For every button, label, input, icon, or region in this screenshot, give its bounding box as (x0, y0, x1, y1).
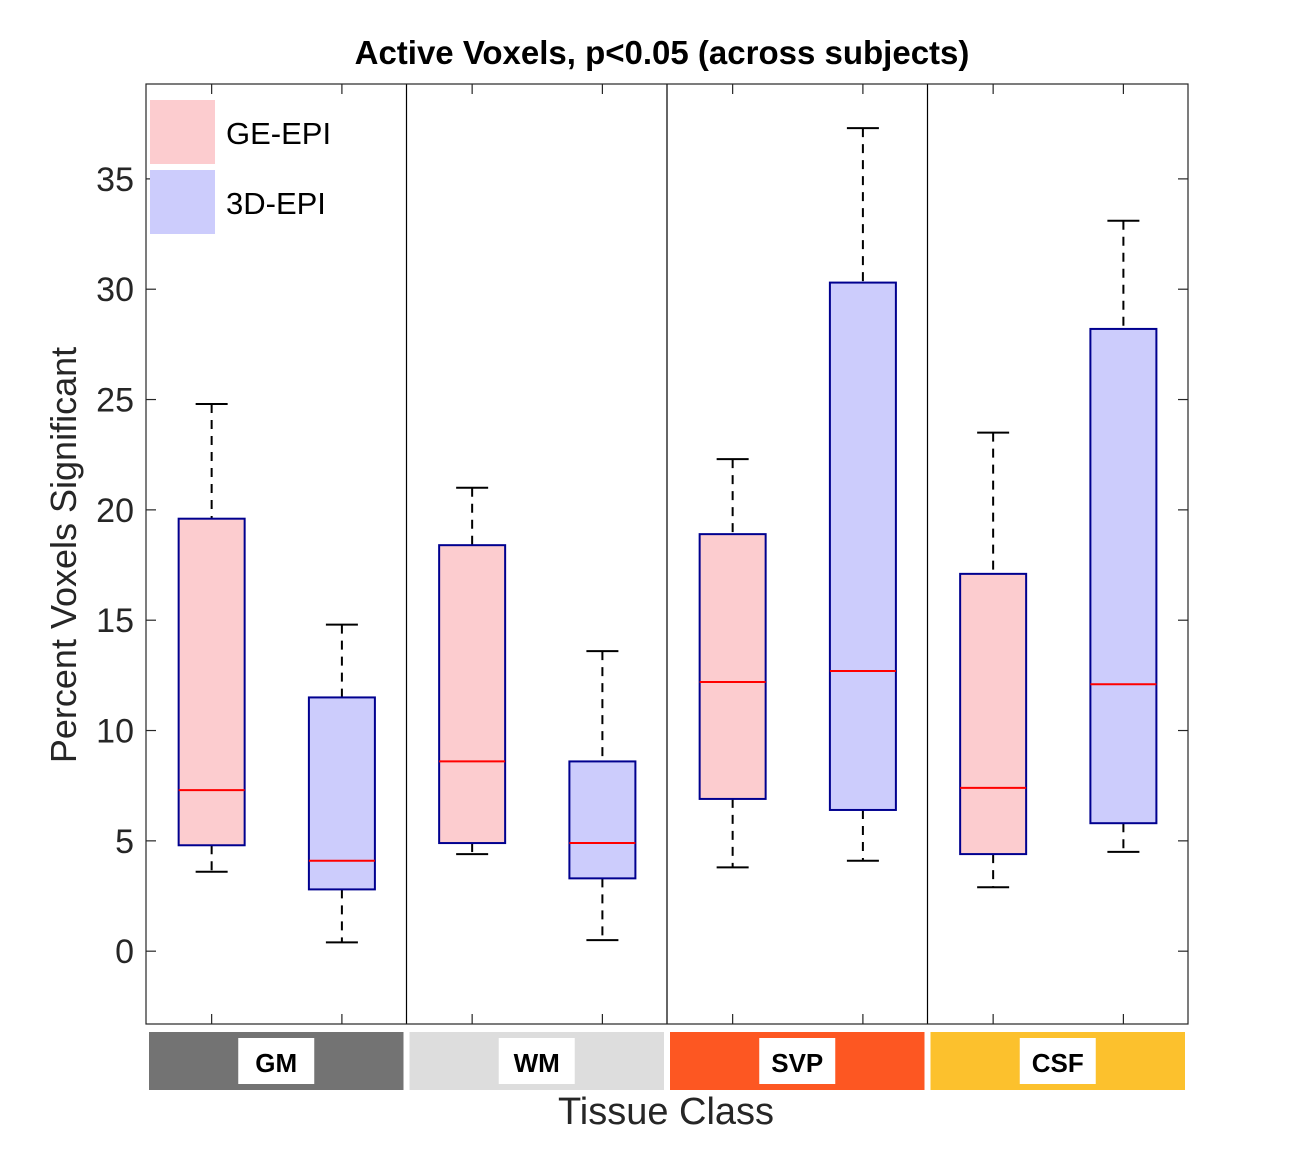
legend-label-3d-epi: 3D-EPI (226, 186, 326, 221)
csf-3d-epi-box (1089, 327, 1158, 825)
group-dividers (405, 84, 929, 1024)
y-axis-ticks: 0 5 10 15 20 25 30 35 (96, 161, 1188, 971)
legend-label-ge-epi: GE-EPI (226, 116, 331, 151)
legend-swatch-ge-epi (150, 100, 215, 164)
svp-label-box (759, 1038, 836, 1084)
wm-ge-epi-box (438, 544, 507, 845)
x-axis-label: Tissue Class (558, 1091, 774, 1133)
y-tick-label: 30 (96, 271, 134, 309)
legend-swatch-3d-epi (150, 170, 215, 234)
wm-3d-epi-box (568, 760, 637, 880)
y-tick-label: 10 (96, 713, 134, 751)
gm-ge-epi-box (177, 517, 246, 847)
csf-ge-epi-box (959, 572, 1028, 856)
y-tick-label: 35 (96, 161, 134, 199)
wm-label-box (498, 1038, 575, 1084)
y-tick-label: 20 (96, 492, 134, 530)
svp-3d-epi-box (828, 281, 897, 811)
y-tick-label: 0 (115, 933, 134, 971)
svp-ge-epi-box (698, 533, 767, 800)
gm-label-box (238, 1038, 315, 1084)
gm-label: GM (255, 1048, 297, 1078)
box-series (177, 127, 1158, 944)
plot-frame (145, 83, 1189, 1025)
wm-label: WM (514, 1048, 560, 1078)
y-tick-label: 5 (115, 823, 134, 861)
y-axis-label: Percent Voxels Significant (43, 347, 84, 763)
csf-label-box (1019, 1038, 1096, 1084)
y-tick-label: 15 (96, 602, 134, 640)
csf-label: CSF (1032, 1048, 1084, 1078)
x-axis-ticks (211, 84, 1124, 1024)
svp-label: SVP (771, 1048, 823, 1078)
y-tick-label: 25 (96, 382, 134, 420)
chart-title: Active Voxels, p<0.05 (across subjects) (355, 34, 970, 71)
legend: GE-EPI 3D-EPI (150, 100, 331, 234)
gm-3d-epi-box (307, 696, 376, 891)
tissue-class-bands: GM WM SVP CSF (149, 1032, 1185, 1090)
